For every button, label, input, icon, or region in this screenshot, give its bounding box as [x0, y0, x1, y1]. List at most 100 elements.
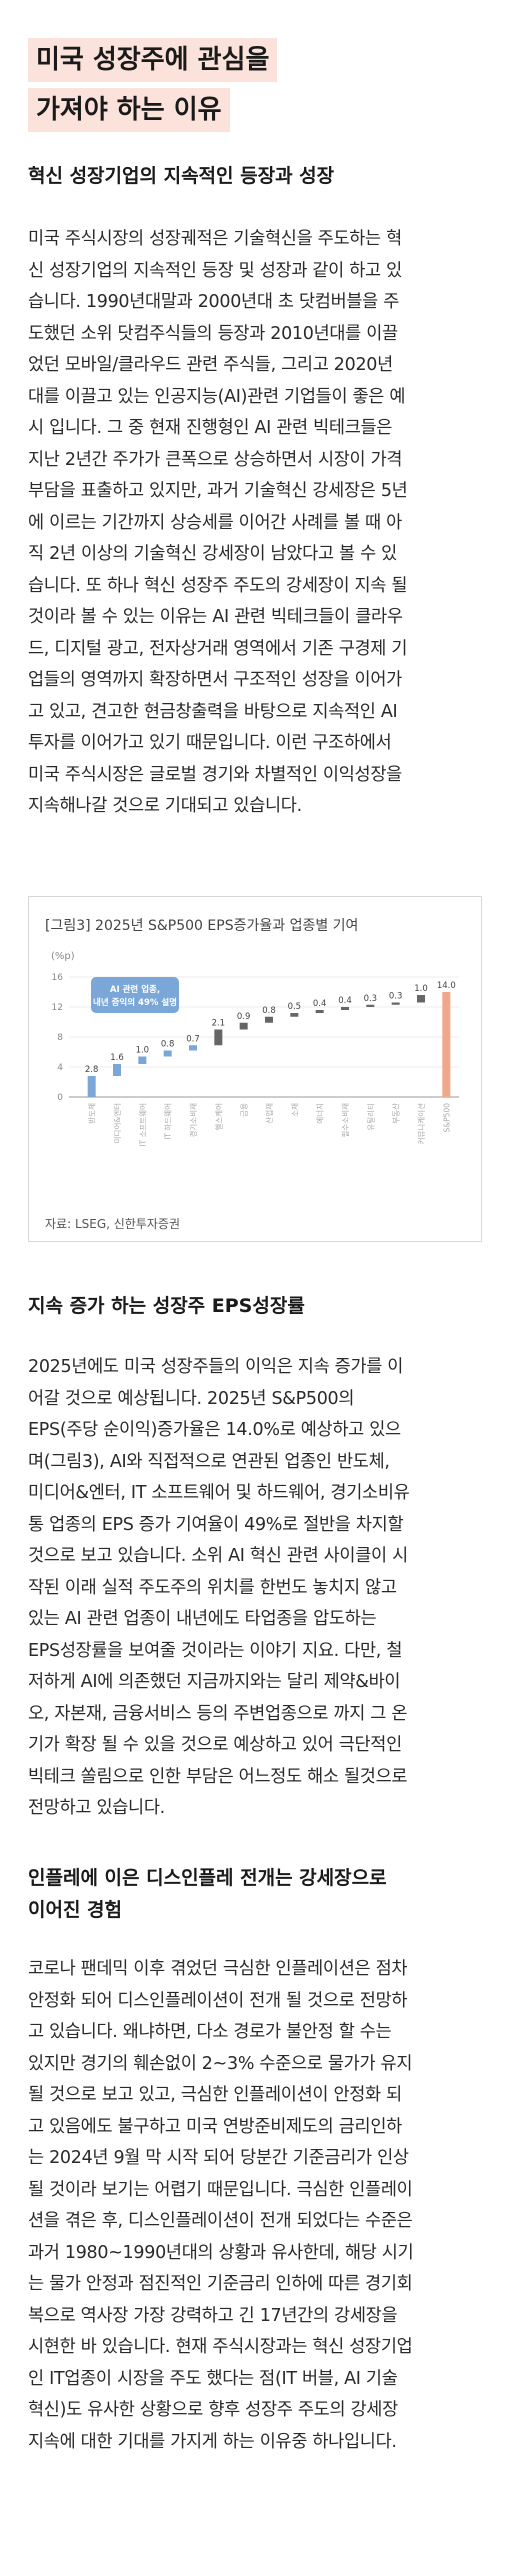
- data-label: 0.4: [338, 996, 352, 1006]
- category-label: S&P500: [442, 1103, 451, 1133]
- data-label: 2.1: [212, 1019, 226, 1029]
- eps-contribution-chart: (%p) 0 4 8 12 16 AI 관련 업종, 내년 증익의 49% 설명 2.8 반도체 1…: [51, 951, 459, 1147]
- category-label: IT 소프트웨어: [137, 1103, 147, 1147]
- paragraph-line: 될 것으로 보고 있고, 극심한 인플레이션이 안정화 되: [28, 2085, 402, 2105]
- data-label: 0.9: [237, 1012, 251, 1022]
- bar-0: [87, 1076, 96, 1097]
- paragraph-line: 션을 겪은 후, 디스인플레이션이 전개 되었다는 수준은: [28, 2211, 413, 2231]
- paragraph-line: 미국 주식시장은 글로벌 경기와 차별적인 이익성장을: [28, 764, 402, 785]
- paragraph-line: 는 2024년 9월 막 시작 되어 당분간 기준금리가 인상: [28, 2148, 409, 2168]
- bar-12: [391, 1002, 400, 1005]
- chart-title: [그림3] 2025년 S&P500 EPS증가율과 업종별 기여: [45, 918, 359, 934]
- paragraph-line: EPS성장률을 보여줄 것이라는 이야기 지요. 다만, 철: [28, 1640, 403, 1661]
- paragraph-line: 통 업종의 EPS 증가 기여율이 49%로 절반을 차지할: [28, 1514, 404, 1535]
- paragraph-line: 도했던 소위 닷컴주식들의 등장과 2010년대를 이끌: [28, 323, 398, 344]
- paragraph-line: 될 것이라 보기는 어렵기 때문입니다. 극심한 인플레이: [28, 2179, 413, 2200]
- paragraph-line: 혁신)도 유사한 상황으로 향후 성장주 주도의 강세장: [28, 2400, 398, 2420]
- category-label: 유틸리티: [366, 1103, 375, 1131]
- paragraph-line: 대를 이끌고 있는 인공지능(AI)관련 기업들이 좋은 예: [28, 386, 406, 407]
- paragraph-line: 미국 주식시장의 성장궤적은 기술혁신을 주도하는 혁: [28, 229, 402, 249]
- paragraph-line: 있는 AI 관련 업종이 내년에도 타업종을 압도하는: [28, 1609, 377, 1629]
- paragraph-line: 기가 확장 될 수 있을 것으로 예상하고 있어 극단적인: [28, 1735, 402, 1755]
- category-label: 헬스케어: [213, 1103, 223, 1131]
- paragraph-line: 저하게 AI에 의존했던 지금까지와는 달리 제약&바이: [28, 1672, 401, 1692]
- paragraph-line: 습니다. 또 하나 혁신 성장주 주도의 강세장이 지속 될: [28, 575, 408, 596]
- paragraph-line: 지속에 대한 기대를 가지게 하는 이유중 하나입니다.: [28, 2431, 397, 2452]
- paragraph-line: 인 IT업종이 시장을 주도 했다는 점(IT 버블, AI 기술: [28, 2368, 398, 2389]
- category-label: 미디어&엔터: [112, 1103, 122, 1143]
- paragraph-line: 2025년에도 미국 성장주들의 이익은 지속 증가를 이: [28, 1357, 404, 1377]
- paragraph-line: 는 물가 안정과 점진적인 기준금리 인하에 따른 경기회: [28, 2274, 413, 2294]
- title-line-2: 가져야 하는 이유: [28, 88, 230, 132]
- category-label: 경기소비재: [188, 1103, 198, 1138]
- data-label: 1.0: [136, 1046, 150, 1056]
- paragraph-line: 고 있음에도 불구하고 미국 연방준비제도의 금리인하: [28, 2116, 402, 2137]
- bar-10: [341, 1007, 349, 1010]
- category-label: 부동산: [391, 1103, 401, 1124]
- bar-11: [366, 1004, 375, 1007]
- paragraph-line: 시 입니다. 그 중 현재 진행형인 AI 관련 빅테크들은: [28, 418, 393, 438]
- category-label: 필수소비재: [340, 1103, 350, 1138]
- bar-6: [239, 1022, 248, 1030]
- category-label: 산업재: [264, 1103, 274, 1124]
- paragraph-line: 고 있습니다. 왜냐하면, 다소 경로가 불안정 할 수는: [28, 2022, 392, 2042]
- paragraph-line: 었던 모바일/클라우드 관련 주식들, 그리고 2020년: [28, 355, 393, 375]
- paragraph-line: 어갈 것으로 예상됩니다. 2025년 S&P500의: [28, 1388, 355, 1409]
- annotation-bubble: [91, 977, 179, 1013]
- section-heading-innovation: 혁신 성장기업의 지속적인 등장과 성장: [28, 165, 335, 187]
- category-label: 소재: [290, 1103, 299, 1117]
- paragraph-line: 것으로 보고 있습니다. 소위 AI 혁신 관련 사이클이 시: [28, 1546, 408, 1566]
- section-heading-line-1: 인플레에 이은 디스인플레 전개는 강세장으로: [28, 1867, 387, 1889]
- paragraph-line: 오, 자본재, 금융서비스 등의 주변업종으로 까지 그 온: [28, 1703, 408, 1724]
- y-tick-label: 12: [52, 1003, 63, 1013]
- paragraph-line: 빅테크 쏠림으로 인한 부담은 어느정도 해소 될것으로: [28, 1766, 408, 1787]
- paragraph-line: 복으로 역사장 가장 강력하고 긴 17년간의 강세장을: [28, 2305, 398, 2326]
- chart-source: 자료: LSEG, 신한투자증권: [45, 1217, 180, 1231]
- paragraph-line: 코로나 팬데믹 이후 겪었던 극심한 인플레이션은 점차: [28, 1959, 408, 1979]
- paragraph-line: 에 이르는 기간까지 상승세를 이어간 사례를 볼 때 아: [28, 512, 402, 533]
- data-label: 0.3: [389, 992, 403, 1002]
- category-label: 금융: [240, 1103, 249, 1117]
- paragraph-line: 신 성장기업의 지속적인 등장 및 성장과 같이 하고 있: [28, 260, 402, 281]
- data-label: 1.0: [414, 984, 428, 994]
- section-heading-line-2: 이어진 경험: [28, 1899, 123, 1921]
- paragraph-line: 며(그림3), AI와 직접적으로 연관된 업종인 반도체,: [28, 1451, 390, 1472]
- bar-1: [113, 1064, 121, 1076]
- y-tick-label: 4: [57, 1063, 63, 1073]
- paragraph-line: 지난 2년간 주가가 큰폭으로 상승하면서 시장이 가격: [28, 449, 403, 470]
- data-label: 0.7: [186, 1034, 200, 1044]
- category-label: 반도체: [87, 1103, 97, 1124]
- paragraph-line: 시현한 바 있습니다. 현재 주식시장과는 혁신 성장기업: [28, 2337, 413, 2357]
- paragraph-line: 과거 1980~1990년대의 상황과 유사한데, 해당 시기: [28, 2242, 414, 2263]
- paragraph-line: EPS(주당 순이익)증가율은 14.0%로 예상하고 있으: [28, 1420, 401, 1440]
- data-label: 0.3: [364, 994, 378, 1004]
- category-label: IT 하드웨어: [163, 1103, 173, 1140]
- category-label: 커뮤니케이션: [416, 1103, 426, 1144]
- bar-9: [315, 1010, 324, 1013]
- bar-7: [265, 1016, 273, 1023]
- bar-4: [189, 1045, 197, 1051]
- y-tick-label: 0: [57, 1093, 63, 1103]
- y-tick-label: 8: [57, 1033, 63, 1043]
- paragraph-line: 직 2년 이상의 기술혁신 강세장이 남았다고 볼 수 있: [28, 544, 397, 564]
- article-title: 미국 성장주에 관심을 가져야 하는 이유: [28, 38, 278, 138]
- data-label: 0.8: [161, 1040, 175, 1050]
- annotation-text: 내년 증익의 49% 설명: [93, 997, 177, 1008]
- bar-5: [214, 1029, 223, 1046]
- paragraph-disinflation: 코로나 팬데믹 이후 겪었던 극심한 인플레이션은 점차 안정화 되어 디스인플레…: [28, 1954, 480, 2458]
- section-heading-eps: 지속 증가 하는 성장주 EPS성장률: [28, 1295, 305, 1317]
- data-label: 0.8: [262, 1006, 276, 1016]
- paragraph-line: 있지만 경기의 훼손없이 2~3% 수준으로 물가가 유지: [28, 2053, 413, 2074]
- bar-2: [138, 1056, 147, 1064]
- bar-13: [417, 995, 425, 1003]
- paragraph-line: 습니다. 1990년대말과 2000년대 초 닷컴버블을 주: [28, 292, 400, 312]
- annotation-text: AI 관련 업종,: [110, 984, 160, 995]
- bar-3: [163, 1050, 172, 1057]
- paragraph-line: 미디어&엔터, IT 소프트웨어 및 하드웨어, 경기소비유: [28, 1483, 410, 1503]
- category-label: 에너지: [315, 1103, 325, 1124]
- paragraph-line: 전망하고 있습니다.: [28, 1798, 165, 1818]
- y-tick-label: 16: [52, 973, 64, 983]
- section-heading-disinflation: 인플레에 이은 디스인플레 전개는 강세장으로 이어진 경험: [28, 1862, 387, 1926]
